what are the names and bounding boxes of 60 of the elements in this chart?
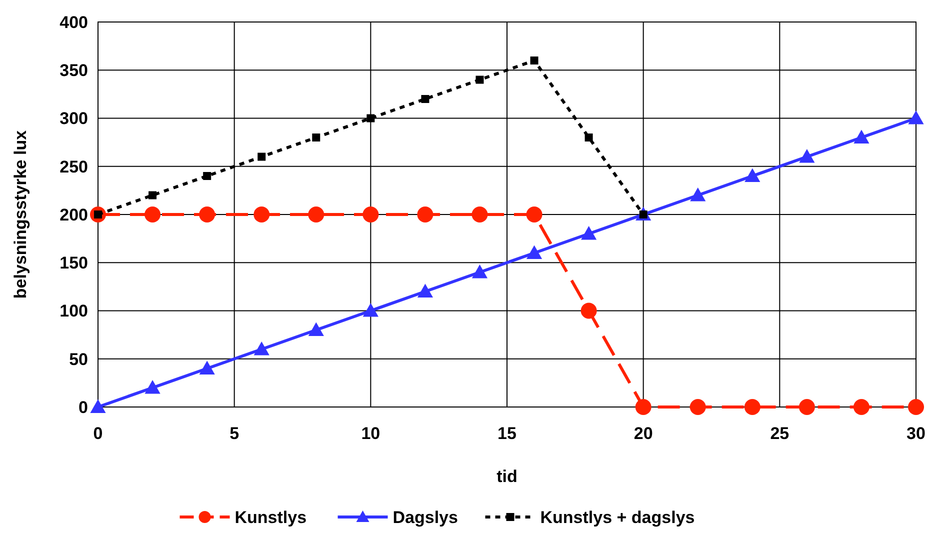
- x-tick-label: 5: [230, 424, 240, 443]
- point: [908, 110, 924, 124]
- y-tick-label: 50: [69, 350, 88, 369]
- point: [584, 134, 593, 142]
- point: [308, 206, 324, 222]
- point: [258, 152, 266, 161]
- point: [254, 206, 270, 222]
- point: [308, 322, 324, 336]
- x-tick-label: 10: [361, 424, 380, 443]
- x-tick-label: 25: [770, 424, 790, 443]
- point: [417, 284, 433, 298]
- point: [798, 399, 815, 415]
- point: [853, 399, 870, 415]
- point: [530, 56, 538, 64]
- point: [635, 399, 652, 415]
- x-tick-label: 20: [634, 424, 653, 443]
- point: [199, 360, 215, 374]
- y-tick-label: 400: [60, 12, 88, 32]
- point: [744, 399, 760, 415]
- point: [148, 191, 157, 200]
- point: [581, 226, 597, 240]
- point: [144, 206, 161, 222]
- legend-label: Dagslys: [392, 508, 458, 527]
- y-tick-label: 350: [60, 61, 88, 80]
- x-tick-label: 30: [906, 424, 926, 443]
- point: [472, 206, 488, 222]
- point: [203, 172, 212, 180]
- point: [362, 206, 379, 222]
- point: [744, 168, 760, 182]
- point: [199, 206, 216, 222]
- y-tick-label: 250: [60, 157, 88, 176]
- y-axis-title: belysningsstyrke lux: [11, 130, 30, 299]
- x-tick-label: 0: [93, 424, 103, 443]
- point: [799, 148, 815, 163]
- x-axis-title: tid: [496, 467, 518, 486]
- point: [476, 76, 484, 84]
- point: [144, 380, 160, 394]
- y-tick-label: 200: [60, 205, 88, 224]
- point: [362, 302, 378, 317]
- point: [254, 341, 270, 356]
- point: [854, 130, 870, 144]
- point: [417, 206, 434, 222]
- point: [526, 206, 542, 222]
- point: [472, 264, 488, 278]
- y-tick-label: 300: [60, 109, 88, 128]
- point: [421, 95, 430, 103]
- legend-label: Kunstlys + dagslys: [540, 508, 695, 527]
- y-tick-label: 100: [60, 302, 88, 321]
- point: [366, 114, 375, 122]
- legend-label: Kunstlys: [234, 508, 307, 527]
- point: [526, 245, 542, 259]
- y-tick-label: 150: [60, 254, 88, 273]
- point: [90, 399, 106, 413]
- y-tick-label: 0: [78, 398, 88, 417]
- point: [312, 134, 320, 142]
- point: [580, 302, 597, 319]
- point: [908, 399, 924, 415]
- point: [690, 399, 706, 415]
- x-tick-label: 15: [498, 424, 516, 443]
- point: [690, 187, 706, 202]
